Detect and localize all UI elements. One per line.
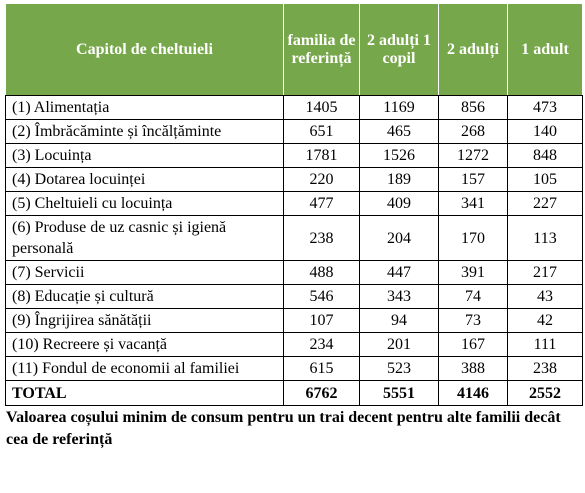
- cell-value: 477: [283, 191, 360, 216]
- cell-value: 113: [507, 215, 583, 261]
- cell-value: 157: [438, 167, 508, 192]
- table-row: (2) Îmbrăcăminte și încălțăminte 651 465 26…: [5, 119, 583, 144]
- caption: Valoarea coșului minim de consum pentru …: [6, 409, 561, 448]
- cell-value: 447: [359, 260, 439, 285]
- cell-value: 615: [283, 356, 360, 381]
- table-row: (9) Îngrijirea sănătății 107 94 73 42: [5, 308, 583, 333]
- cell-value: 391: [438, 260, 508, 285]
- total-value: 6762: [283, 380, 360, 406]
- cell-value: 94: [359, 308, 439, 333]
- row-label: (3) Locuința: [5, 143, 284, 168]
- table-row: (4) Dotarea locuinței 220 189 157 105: [5, 167, 583, 192]
- total-value: 5551: [359, 380, 439, 406]
- cell-value: 523: [359, 356, 439, 381]
- cell-value: 201: [359, 332, 439, 357]
- table-container: Capitol de cheltuieli familia de referinț…: [5, 3, 583, 451]
- cell-value: 238: [507, 356, 583, 381]
- table-row: (8) Educație și cultură 546 343 74 43: [5, 284, 583, 309]
- cell-value: 1526: [359, 143, 439, 168]
- cell-value: 388: [438, 356, 508, 381]
- row-label: (6) Produse de uz casnic și igienă perso…: [5, 215, 284, 261]
- total-label: TOTAL: [5, 380, 284, 406]
- total-row: TOTAL 6762 5551 4146 2552: [5, 380, 583, 406]
- cell-value: 170: [438, 215, 508, 261]
- row-label: (7) Servicii: [5, 260, 284, 285]
- table-row: (5) Cheltuieli cu locuința 477 409 341 227: [5, 191, 583, 216]
- cell-value: 43: [507, 284, 583, 309]
- cell-value: 140: [507, 119, 583, 144]
- table-row: (3) Locuința 1781 1526 1272 848: [5, 143, 583, 168]
- row-label: (4) Dotarea locuinței: [5, 167, 284, 192]
- column-header: 1 adult: [507, 3, 583, 96]
- row-label: (5) Cheltuieli cu locuința: [5, 191, 284, 216]
- cell-value: 1272: [438, 143, 508, 168]
- row-label: (1) Alimentația: [5, 95, 284, 120]
- column-header: 2 adulți 1 copil: [359, 3, 439, 96]
- header-row: Capitol de cheltuieli familia de referinț…: [5, 3, 583, 96]
- cell-value: 343: [359, 284, 439, 309]
- cell-value: 651: [283, 119, 360, 144]
- cell-value: 465: [359, 119, 439, 144]
- total-value: 2552: [507, 380, 583, 406]
- row-label: (8) Educație și cultură: [5, 284, 284, 309]
- table-body: (1) Alimentația 1405 1169 856 473 (2) Îmbrăcă…: [5, 95, 583, 406]
- cell-value: 488: [283, 260, 360, 285]
- cell-value: 220: [283, 167, 360, 192]
- expense-table: Capitol de cheltuieli familia de referinț…: [5, 3, 583, 406]
- table-row: (7) Servicii 488 447 391 217: [5, 260, 583, 285]
- column-header: Capitol de cheltuieli: [5, 3, 284, 96]
- cell-value: 167: [438, 332, 508, 357]
- cell-value: 341: [438, 191, 508, 216]
- cell-value: 105: [507, 167, 583, 192]
- table-row: (6) Produse de uz casnic și igienă perso…: [5, 215, 583, 261]
- cell-value: 473: [507, 95, 583, 120]
- cell-value: 409: [359, 191, 439, 216]
- total-value: 4146: [438, 380, 508, 406]
- cell-value: 234: [283, 332, 360, 357]
- table-row: (10) Recreere și vacanță 234 201 167 111: [5, 332, 583, 357]
- cell-value: 74: [438, 284, 508, 309]
- cell-value: 204: [359, 215, 439, 261]
- row-label: (10) Recreere și vacanță: [5, 332, 284, 357]
- cell-value: 73: [438, 308, 508, 333]
- cell-value: 546: [283, 284, 360, 309]
- column-header: familia de referință: [283, 3, 360, 96]
- cell-value: 189: [359, 167, 439, 192]
- cell-value: 111: [507, 332, 583, 357]
- row-label: (2) Îmbrăcăminte și încălțăminte: [5, 119, 284, 144]
- row-label: (9) Îngrijirea sănătății: [5, 308, 284, 333]
- table-row: (1) Alimentația 1405 1169 856 473: [5, 95, 583, 120]
- cell-value: 1781: [283, 143, 360, 168]
- cell-value: 42: [507, 308, 583, 333]
- cell-value: 856: [438, 95, 508, 120]
- table-row: (11) Fondul de economii al familiei 615 52…: [5, 356, 583, 381]
- cell-value: 848: [507, 143, 583, 168]
- cell-value: 1169: [359, 95, 439, 120]
- cell-value: 1405: [283, 95, 360, 120]
- cell-value: 217: [507, 260, 583, 285]
- cell-value: 268: [438, 119, 508, 144]
- cell-value: 107: [283, 308, 360, 333]
- cell-value: 227: [507, 191, 583, 216]
- column-header: 2 adulți: [438, 3, 508, 96]
- cell-value: 238: [283, 215, 360, 261]
- row-label: (11) Fondul de economii al familiei: [5, 356, 284, 381]
